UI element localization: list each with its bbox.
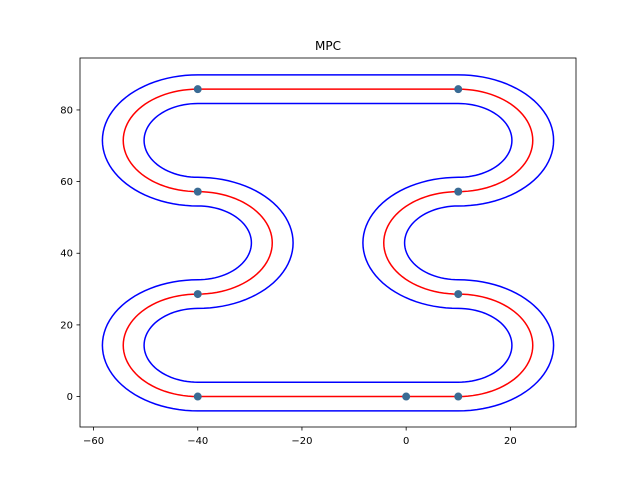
- y-tick-label: 0: [67, 392, 73, 403]
- x-tick-label: −40: [187, 436, 208, 447]
- waypoint-marker: [454, 290, 463, 299]
- waypoint-marker: [454, 392, 463, 401]
- waypoint-marker: [193, 290, 202, 299]
- x-tick-label: −60: [83, 436, 104, 447]
- x-tick-label: 20: [504, 436, 517, 447]
- waypoint-marker: [454, 85, 463, 94]
- waypoint-marker: [193, 187, 202, 196]
- chart-title: MPC: [315, 39, 341, 53]
- inner-boundary-line: [143, 102, 513, 383]
- axes-layer: −60 −40 −20 0 20 0 20 40 60 80: [60, 105, 516, 447]
- x-tick-label: 0: [403, 436, 409, 447]
- waypoint-marker: [193, 392, 202, 401]
- plot-frame: [79, 57, 577, 428]
- x-tick-label: −20: [291, 436, 312, 447]
- waypoint-marker: [454, 187, 463, 196]
- y-tick-label: 60: [60, 177, 73, 188]
- y-tick-label: 20: [60, 320, 73, 331]
- y-tick-label: 80: [60, 105, 73, 116]
- y-tick-label: 40: [60, 249, 73, 260]
- waypoint-marker: [402, 392, 411, 401]
- outer-boundary-line: [101, 74, 555, 412]
- waypoint-marker: [193, 85, 202, 94]
- mpc-path-line: [122, 88, 534, 398]
- plot-data-layer: [101, 74, 555, 412]
